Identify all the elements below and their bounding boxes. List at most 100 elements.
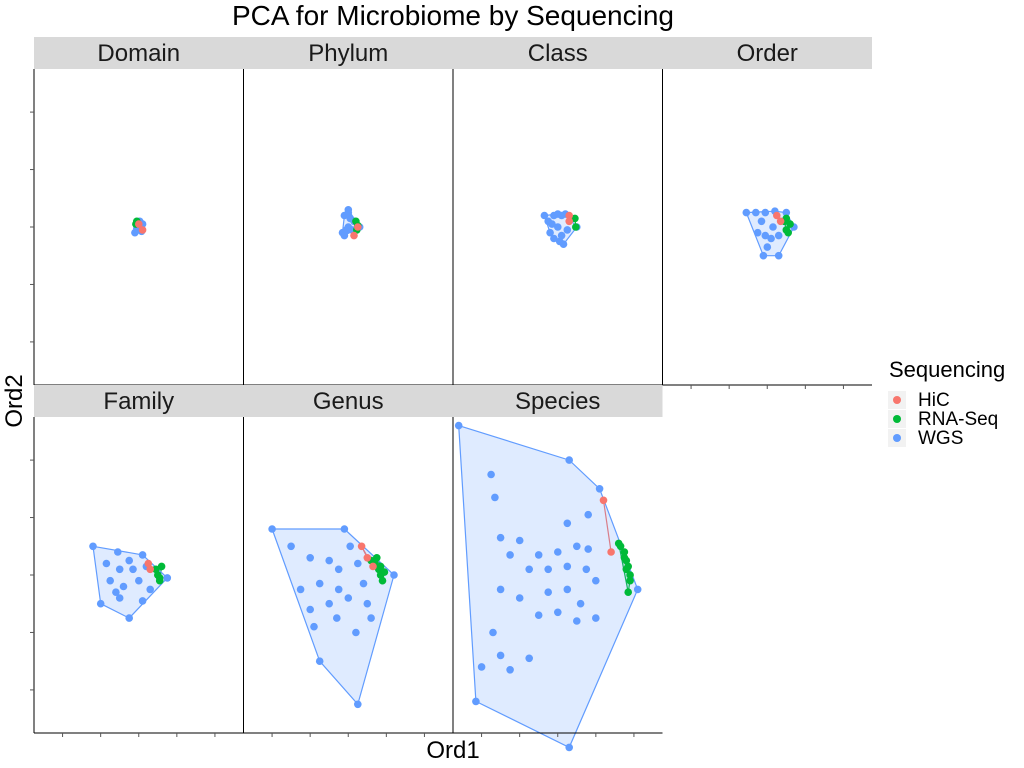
- point-wgs: [354, 559, 362, 568]
- point-wgs: [496, 651, 505, 660]
- point-wgs: [563, 585, 572, 594]
- point-wgs: [306, 554, 315, 562]
- point-wgs: [540, 211, 549, 220]
- point-wgs: [515, 594, 524, 602]
- point-wgs: [125, 556, 133, 565]
- point-hic: [138, 226, 147, 234]
- point-wgs: [544, 565, 552, 574]
- point-rna-seq: [155, 576, 164, 585]
- point-wgs: [573, 617, 581, 625]
- point-wgs: [496, 585, 505, 594]
- point-wgs: [112, 588, 120, 596]
- point-wgs: [325, 556, 334, 565]
- point-rna-seq: [376, 562, 385, 571]
- point-wgs: [563, 226, 572, 234]
- point-wgs: [115, 565, 124, 574]
- point-wgs: [592, 614, 600, 622]
- point-wgs: [268, 525, 276, 533]
- point-wgs: [489, 628, 497, 637]
- point-wgs: [363, 599, 372, 608]
- legend-item-hic: HiC: [888, 390, 950, 411]
- point-hic: [363, 554, 372, 562]
- point-rna-seq: [380, 568, 389, 576]
- point-wgs: [565, 456, 573, 464]
- panel-order: Order: [662, 37, 872, 389]
- point-wgs: [333, 614, 341, 622]
- point-wgs: [325, 599, 334, 608]
- point-wgs: [487, 470, 495, 479]
- point-wgs: [550, 234, 558, 243]
- legend-item-wgs: WGS: [888, 428, 963, 449]
- panel-background: [662, 69, 872, 385]
- point-wgs: [557, 231, 566, 240]
- point-wgs: [584, 545, 592, 553]
- strip-species: [453, 385, 663, 417]
- point-hic: [350, 231, 358, 240]
- strip-label-species: Species: [515, 388, 600, 415]
- x-axis-title: Ord1: [426, 737, 479, 764]
- point-rna-seq: [378, 576, 387, 585]
- strip-label-genus: Genus: [313, 388, 384, 415]
- point-hic: [135, 220, 143, 228]
- point-rna-seq: [620, 554, 629, 562]
- strip-label-class: Class: [528, 40, 588, 67]
- strip-label-order: Order: [737, 40, 798, 67]
- strip-label-family: Family: [103, 388, 174, 415]
- legend-key-wgs: [893, 434, 901, 442]
- point-hic: [357, 542, 366, 551]
- point-wgs: [563, 562, 572, 571]
- point-wgs: [102, 559, 111, 568]
- point-hic: [144, 559, 153, 568]
- point-wgs: [106, 576, 114, 585]
- point-wgs: [761, 231, 770, 240]
- point-wgs: [310, 622, 318, 631]
- point-hic: [776, 217, 785, 226]
- point-wgs: [753, 228, 762, 237]
- point-wgs: [135, 576, 143, 585]
- point-wgs: [306, 605, 315, 614]
- point-rna-seq: [616, 542, 625, 551]
- legend-key-rna-seq: [893, 415, 901, 423]
- point-rna-seq: [571, 214, 579, 223]
- point-wgs: [454, 421, 463, 430]
- legend-label-wgs: WGS: [918, 428, 963, 449]
- point-wgs: [767, 234, 775, 243]
- point-wgs: [296, 585, 305, 594]
- point-wgs: [390, 571, 398, 579]
- point-wgs: [125, 614, 133, 622]
- point-hic: [354, 223, 362, 231]
- point-rna-seq: [373, 554, 381, 562]
- point-wgs: [334, 565, 343, 574]
- point-rna-seq: [620, 548, 629, 556]
- point-wgs: [633, 585, 642, 594]
- point-wgs: [565, 743, 573, 752]
- point-rna-seq: [157, 562, 166, 571]
- point-wgs: [525, 565, 533, 574]
- point-wgs: [496, 533, 505, 542]
- point-hic: [599, 496, 608, 505]
- point-wgs: [515, 536, 524, 545]
- point-wgs: [340, 231, 349, 240]
- point-wgs: [742, 208, 751, 217]
- hull-hic: [602, 500, 612, 553]
- point-wgs: [759, 251, 768, 260]
- point-wgs: [563, 519, 572, 528]
- point-wgs: [89, 542, 97, 551]
- point-hic: [607, 548, 615, 556]
- point-hic: [565, 217, 573, 226]
- panel-family: Family: [30, 385, 244, 737]
- point-hic: [773, 211, 781, 220]
- panel-class: Class: [452, 37, 663, 386]
- point-wgs: [359, 579, 368, 588]
- point-hic: [369, 562, 377, 571]
- point-wgs: [138, 597, 147, 605]
- point-wgs: [119, 582, 128, 591]
- point-wgs: [774, 251, 783, 260]
- point-wgs: [344, 208, 353, 217]
- panel-domain: Domain: [30, 37, 244, 386]
- point-wgs: [96, 599, 105, 608]
- strip-family: [34, 385, 244, 417]
- panel-species: Species: [452, 385, 663, 752]
